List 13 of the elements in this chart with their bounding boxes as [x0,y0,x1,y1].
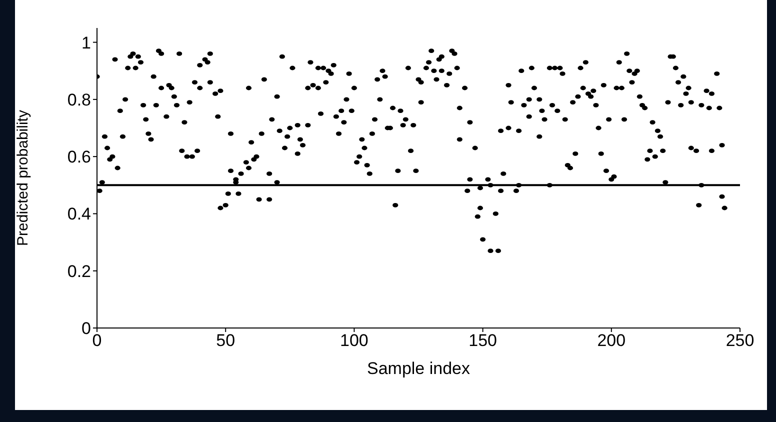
x-tick-label: 50 [216,331,236,350]
x-tick-label: 150 [468,331,497,350]
y-tick-label: 0.6 [67,148,91,167]
y-tick-label: 0.4 [67,204,91,224]
y-tick-label: 0.8 [67,90,91,110]
x-tick-label: 250 [726,331,754,350]
y-tick-label: 0 [82,319,91,338]
x-tick-label: 100 [340,331,368,350]
y-tick-label: 0.2 [67,262,91,281]
y-axis-title: Predicted probability [14,110,32,246]
y-tick-label: 1 [82,33,91,52]
x-axis-title: Sample index [366,359,470,378]
x-tick-label: 200 [597,331,626,350]
